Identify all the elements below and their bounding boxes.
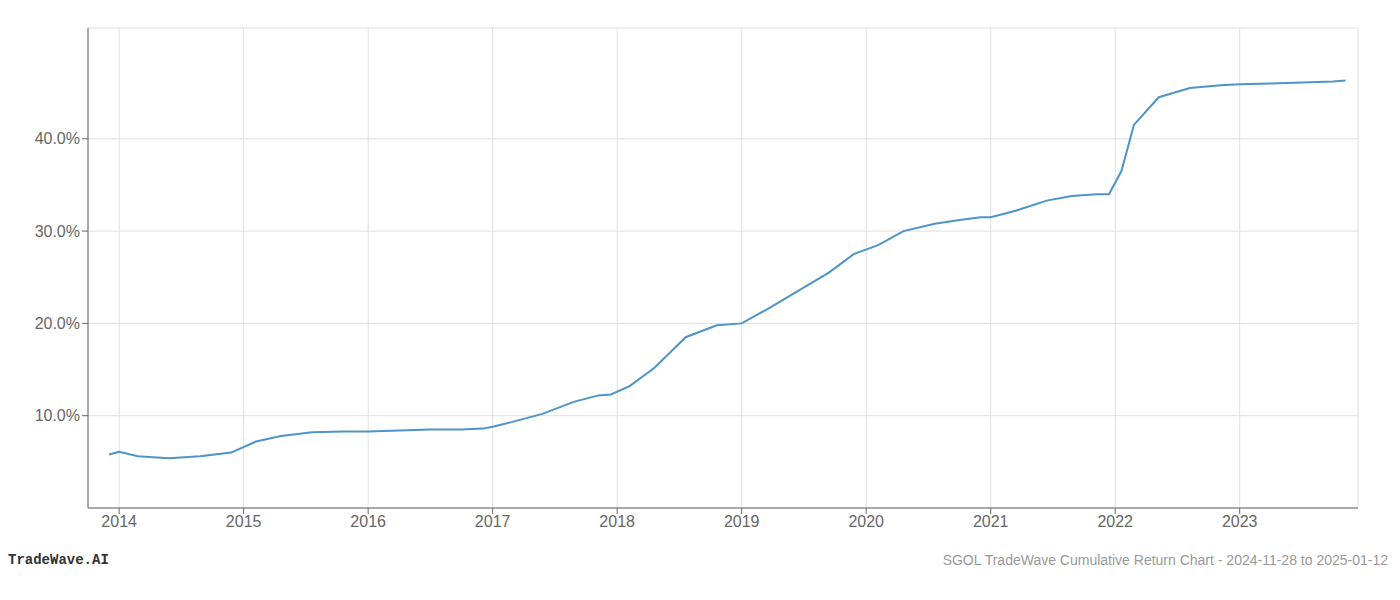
svg-text:2020: 2020 — [848, 513, 884, 530]
svg-text:2017: 2017 — [475, 513, 511, 530]
html-text:SGOL TradeWave Cumulative Retu: SGOL TradeWave Cumulative Return Chart -… — [942, 552, 1388, 568]
svg-text:2021: 2021 — [973, 513, 1009, 530]
svg-text:2014: 2014 — [101, 513, 137, 530]
svg-text:2018: 2018 — [599, 513, 635, 530]
html-text:TradeWave.AI: TradeWave.AI — [8, 552, 109, 568]
svg-text:2016: 2016 — [350, 513, 386, 530]
svg-text:2022: 2022 — [1097, 513, 1133, 530]
svg-text:2023: 2023 — [1222, 513, 1258, 530]
svg-text:2015: 2015 — [226, 513, 262, 530]
svg-text:10.0%: 10.0% — [35, 407, 80, 424]
svg-text:20.0%: 20.0% — [35, 315, 80, 332]
svg-text:30.0%: 30.0% — [35, 223, 80, 240]
svg-text:40.0%: 40.0% — [35, 130, 80, 147]
svg-text:2019: 2019 — [724, 513, 760, 530]
